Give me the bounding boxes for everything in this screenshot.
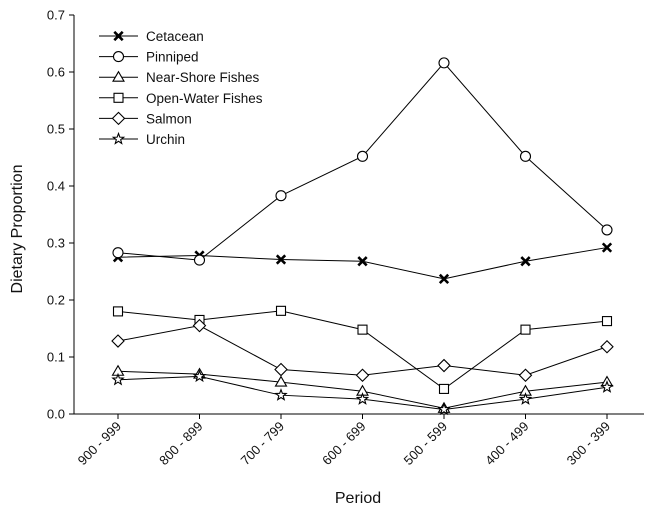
legend: Cetacean Pinniped Near-Shore Fishes Open-Wa… <box>99 29 263 147</box>
data-point <box>601 224 613 236</box>
data-point <box>274 388 288 401</box>
data-point <box>193 254 206 266</box>
data-point <box>437 402 451 416</box>
legend-entry: Salmon <box>99 111 192 126</box>
y-tick-label: 0.0 <box>47 407 65 422</box>
data-point <box>112 306 124 317</box>
data-point <box>192 369 207 383</box>
x-axis-title: Period <box>335 490 381 507</box>
axes: 0.0 0.1 0.2 0.3 0.4 0.5 0.6 0.7 900 - 999 800 - 8… <box>47 8 644 468</box>
data-point <box>274 362 288 377</box>
legend-entry: Urchin <box>99 131 185 147</box>
data-point <box>192 318 207 333</box>
legend-marker <box>112 70 125 82</box>
x-tick-label: 400 - 499 <box>482 419 531 468</box>
data-point <box>601 316 613 327</box>
data-point <box>518 368 533 383</box>
data-point <box>437 358 451 373</box>
data-point <box>111 372 125 386</box>
legend-marker <box>111 131 126 145</box>
data-point <box>600 339 614 354</box>
data-point <box>518 392 533 405</box>
data-point <box>112 247 124 259</box>
y-axis-title: Dietary Proportion <box>9 165 26 294</box>
y-tick-label: 0.1 <box>47 350 65 365</box>
y-tick-label: 0.5 <box>47 122 65 137</box>
legend-marker <box>113 30 124 42</box>
legend-entry: Cetacean <box>99 29 204 44</box>
series-urchin <box>111 369 614 416</box>
legend-label: Cetacean <box>146 29 204 44</box>
x-tick-label: 700 - 799 <box>238 419 287 468</box>
x-tick-label: 800 - 899 <box>156 419 205 468</box>
data-point <box>520 256 531 267</box>
y-tick-label: 0.2 <box>47 293 65 308</box>
series-pinniped <box>112 57 613 266</box>
legend-label: Near-Shore Fishes <box>146 70 260 85</box>
data-point <box>275 254 287 265</box>
data-point <box>600 380 614 393</box>
data-point <box>274 375 288 387</box>
data-point <box>601 242 613 253</box>
x-tick-label: 500 - 599 <box>401 419 450 468</box>
legend-label: Urchin <box>146 132 185 147</box>
x-tick-label: 600 - 699 <box>319 419 368 468</box>
y-tick-label: 0.7 <box>47 8 65 23</box>
data-point <box>355 392 370 405</box>
series-cetacean <box>112 242 613 285</box>
series-line <box>117 247 608 280</box>
y-tick-label: 0.3 <box>47 236 65 251</box>
x-tick-label: 900 - 999 <box>75 419 124 468</box>
y-tick-label: 0.6 <box>47 65 65 80</box>
data-point <box>275 305 287 316</box>
data-point <box>438 383 450 394</box>
series-layer <box>111 57 614 416</box>
legend-label: Open-Water Fishes <box>146 91 263 106</box>
data-point <box>519 150 532 162</box>
y-tick-label: 0.4 <box>47 179 65 194</box>
legend-marker <box>112 51 125 63</box>
legend-entry: Pinniped <box>99 50 199 65</box>
legend-label: Salmon <box>146 111 192 126</box>
legend-marker <box>111 111 126 126</box>
series-salmon <box>111 318 614 383</box>
legend-label: Pinniped <box>146 50 199 65</box>
data-point <box>357 256 368 267</box>
data-point <box>355 368 370 383</box>
data-point <box>520 324 531 335</box>
data-point <box>356 150 369 162</box>
legend-entry: Near-Shore Fishes <box>99 70 260 85</box>
data-point <box>357 324 368 335</box>
data-point <box>275 190 287 202</box>
data-point <box>438 57 450 69</box>
x-tick-label: 300 - 399 <box>564 419 613 468</box>
legend-entry: Open-Water Fishes <box>99 91 263 106</box>
data-point <box>438 273 450 285</box>
legend-marker <box>113 92 124 103</box>
data-point <box>111 334 125 348</box>
